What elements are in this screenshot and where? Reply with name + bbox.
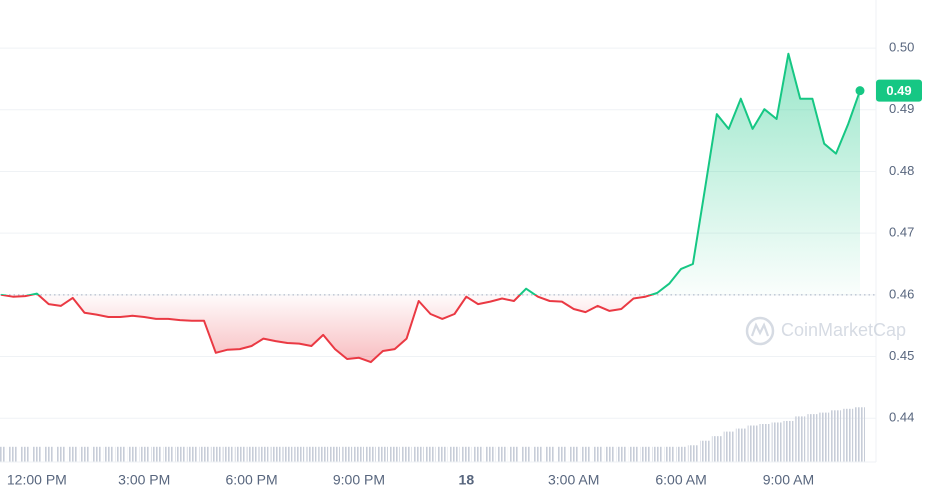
volume-bar [270,446,281,462]
watermark: CoinMarketCap [745,316,906,346]
volume-bar [0,446,7,462]
watermark-logo [745,316,775,346]
y-tick-label: 0.49 [889,101,914,116]
y-tick-label: 0.48 [889,163,914,178]
volume-bar [485,446,496,462]
volume-bar [711,436,722,462]
x-tick-label: 3:00 AM [548,472,599,488]
volume-bar [628,446,639,462]
y-tick-label: 0.45 [889,348,914,363]
volume-bar [783,420,794,462]
volume-bar [497,446,508,462]
volume-bar [151,446,162,462]
volume-bar [521,446,532,462]
volume-bar [568,446,579,462]
volume-bar [759,424,770,462]
volume-bar [819,412,830,462]
volume-bar [20,446,31,462]
volume-bar [795,416,806,462]
y-tick-label: 0.46 [889,286,914,301]
volume-bar [532,446,543,462]
volume-bar [556,446,567,462]
volume-bar [676,446,687,462]
volume-bar [186,446,197,462]
volume-bar [687,445,698,462]
x-tick-label: 12:00 PM [7,472,67,488]
y-tick-label: 0.50 [889,40,914,55]
volume-bar [747,425,758,462]
volume-bar [425,446,436,462]
volume-bar [580,446,591,462]
volume-bar [103,446,114,462]
volume-bar [246,446,257,462]
volume-bar [544,446,555,462]
x-tick-label: 9:00 PM [333,472,385,488]
volume-bar [855,407,865,462]
volume-bar [306,446,317,462]
watermark-logo-mark [750,322,770,337]
volume-bar [831,410,842,462]
volume-bar [401,446,412,462]
price-line [0,52,861,364]
volume-bar [723,431,734,462]
volume-bar [163,446,174,462]
volume-bar [664,446,675,462]
x-tick-label: 9:00 AM [763,472,814,488]
x-tick-label: 18 [459,472,475,488]
volume-bar [473,446,484,462]
volume-bar [616,446,627,462]
watermark-text: CoinMarketCap [781,320,906,340]
volume-bar [652,446,663,462]
volume-bar [67,446,78,462]
volume-bar [604,446,615,462]
y-tick-label: 0.44 [889,410,914,425]
last-price-dot [855,86,865,96]
volume-bar [329,446,340,462]
x-tick-label: 6:00 PM [226,472,278,488]
x-tick-label: 3:00 PM [118,472,170,488]
price-tag-label: 0.49 [886,83,911,98]
volume-bar [7,446,18,462]
volume-bar [31,446,42,462]
volume-bar [342,446,353,462]
volume-bar [234,446,245,462]
volume-bar [843,408,854,462]
volume-bar [139,446,150,462]
volume-bar [735,428,746,462]
volume-bar [91,446,102,462]
volume-bar [282,446,293,462]
price-area [1,53,861,363]
volume-bar [175,446,186,462]
volume-bar [79,446,90,462]
volume-bar [389,446,400,462]
volume-bar [198,446,209,462]
volume-bar [508,446,519,462]
volume-bar [294,446,305,462]
volume-bar [437,446,448,462]
volume-bar [222,446,233,462]
volume-bar [318,446,329,462]
volume-bar [43,446,54,462]
volume-bar [115,446,126,462]
volume-bar [55,446,66,462]
volume-bar [461,446,472,462]
volume-bar [210,446,221,462]
volume-bar [592,446,603,462]
volume-bar [377,446,388,462]
volume-bar [127,446,138,462]
volume-bar [365,446,376,462]
volume-bar [413,446,424,462]
y-tick-label: 0.47 [889,225,914,240]
volume-bar [700,440,711,462]
volume-bar [807,414,818,462]
volume-bar [449,446,460,462]
x-tick-label: 6:00 AM [655,472,706,488]
volume-bar [771,422,782,462]
price-tag [876,79,922,102]
volume-bar [353,446,364,462]
volume-bar [258,446,269,462]
volume-bar [640,446,651,462]
